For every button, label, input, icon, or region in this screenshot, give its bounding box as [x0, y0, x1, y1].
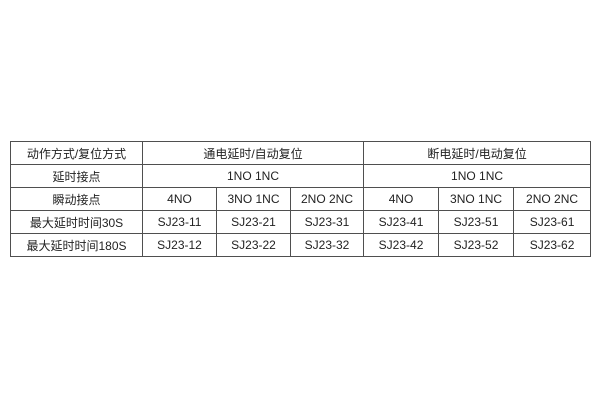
table-row: 瞬动接点 4NO 3NO 1NC 2NO 2NC 4NO 3NO 1NC 2NO…	[10, 187, 592, 211]
model-cell: SJ23-32	[289, 233, 365, 257]
value-delay-contacts-left: 1NO 1NC	[141, 164, 365, 188]
model-cell: SJ23-12	[142, 233, 217, 257]
label-max-delay-180s: 最大延时时间180S	[10, 233, 143, 257]
instant-contact-option: 2NO 2NC	[289, 187, 365, 211]
table-row: 最大延时时间180S SJ23-12 SJ23-22 SJ23-32 SJ23-…	[10, 233, 592, 257]
model-cell: SJ23-61	[513, 210, 592, 234]
model-cell: SJ23-41	[363, 210, 440, 234]
label-max-delay-30s: 最大延时时间30S	[10, 210, 143, 234]
model-cell: SJ23-42	[363, 233, 440, 257]
value-delay-contacts-right: 1NO 1NC	[363, 164, 592, 188]
instant-contact-option: 4NO	[363, 187, 440, 211]
model-cell: SJ23-11	[142, 210, 217, 234]
model-cell: SJ23-31	[289, 210, 365, 234]
header-energize-delay-auto-reset: 通电延时/自动复位	[141, 141, 365, 165]
instant-contact-option: 3NO 1NC	[216, 187, 291, 211]
table-row: 最大延时时间30S SJ23-11 SJ23-21 SJ23-31 SJ23-4…	[10, 210, 592, 234]
model-cell: SJ23-21	[216, 210, 291, 234]
model-cell: SJ23-52	[438, 233, 515, 257]
header-action-reset-mode: 动作方式/复位方式	[10, 141, 143, 165]
model-cell: SJ23-22	[216, 233, 291, 257]
model-cell: SJ23-51	[438, 210, 515, 234]
header-deenergize-delay-electric-reset: 断电延时/电动复位	[363, 141, 592, 165]
model-cell: SJ23-62	[513, 233, 592, 257]
instant-contact-option: 4NO	[142, 187, 217, 211]
table-row: 延时接点 1NO 1NC 1NO 1NC	[10, 164, 592, 188]
relay-spec-table: 动作方式/复位方式 通电延时/自动复位 断电延时/电动复位 延时接点 1NO 1…	[10, 141, 592, 257]
table-row: 动作方式/复位方式 通电延时/自动复位 断电延时/电动复位	[10, 141, 592, 165]
instant-contact-option: 2NO 2NC	[513, 187, 592, 211]
label-delay-contacts: 延时接点	[10, 164, 143, 188]
label-instant-contacts: 瞬动接点	[10, 187, 143, 211]
instant-contact-option: 3NO 1NC	[438, 187, 515, 211]
